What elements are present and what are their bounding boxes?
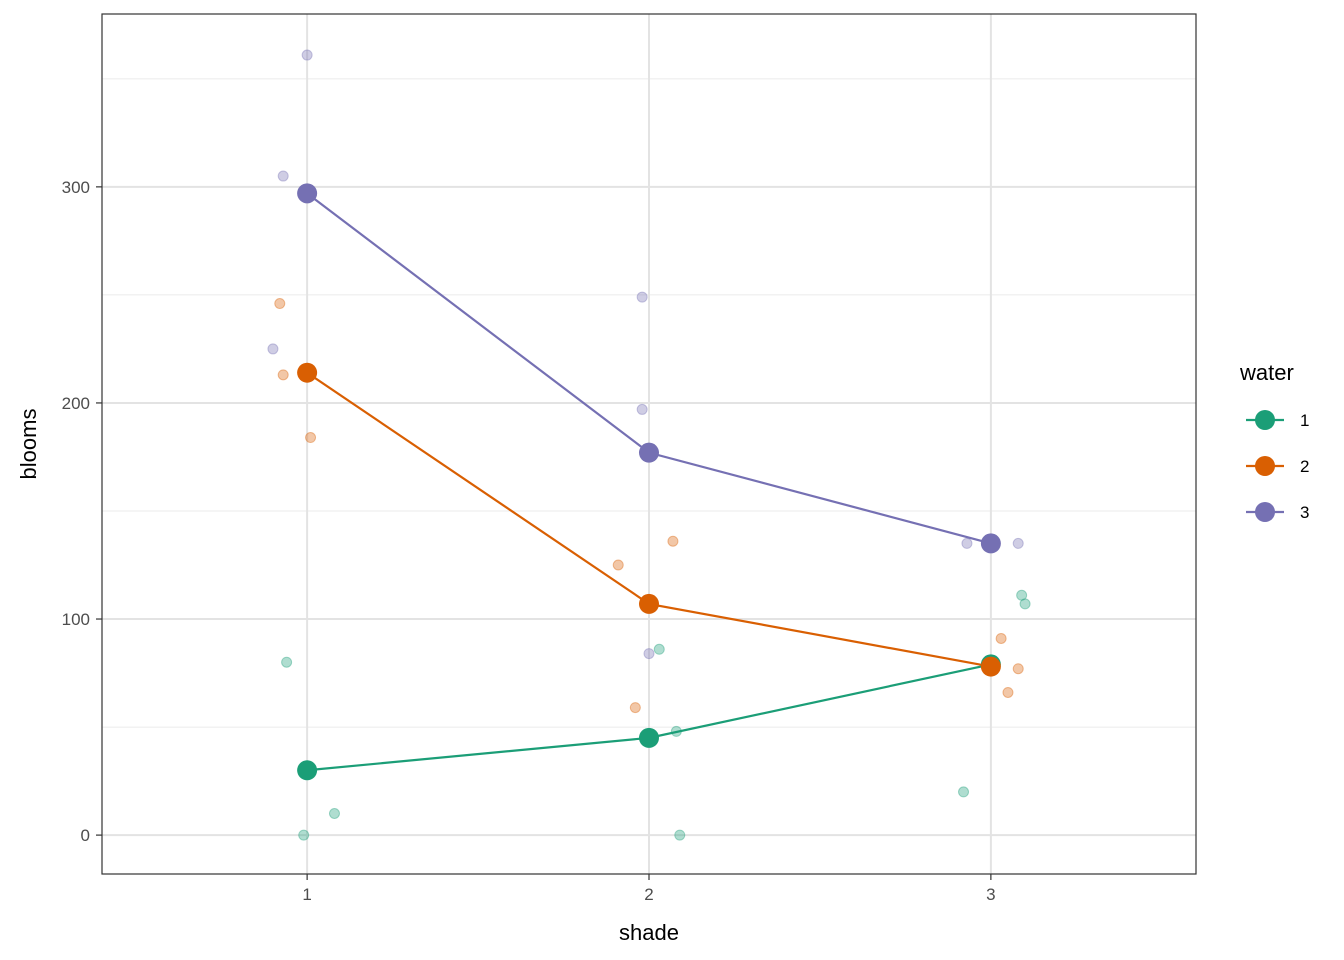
raw-point-water-3 xyxy=(636,403,648,415)
raw-point-water-2 xyxy=(274,298,286,310)
raw-point-water-1 xyxy=(298,829,310,841)
mean-points xyxy=(297,183,1001,781)
legend-key-point-1 xyxy=(1255,410,1275,430)
x-axis-title: shade xyxy=(619,920,679,945)
mean-point-water-3 xyxy=(639,442,659,463)
raw-point-water-2 xyxy=(629,702,641,714)
raw-point-water-3 xyxy=(1012,537,1024,549)
x-tick-label: 2 xyxy=(644,885,653,904)
legend-label-1: 1 xyxy=(1300,411,1309,430)
raw-point-water-2 xyxy=(1002,686,1014,698)
y-tick-label: 300 xyxy=(62,178,90,197)
raw-point-water-2 xyxy=(277,369,289,381)
mean-point-water-1 xyxy=(297,760,318,781)
raw-point-water-2 xyxy=(305,432,317,444)
raw-point-water-1 xyxy=(958,786,970,798)
y-axis: 0 100 200 300 xyxy=(62,178,102,845)
raw-point-water-1 xyxy=(674,829,686,841)
raw-point-water-3 xyxy=(961,537,973,549)
raw-point-water-1 xyxy=(1019,598,1031,610)
x-tick-label: 3 xyxy=(986,885,995,904)
raw-point-water-1 xyxy=(328,807,340,819)
mean-point-water-2 xyxy=(297,362,318,383)
x-axis: 1 2 3 xyxy=(302,874,996,904)
y-tick-label: 200 xyxy=(62,394,90,413)
raw-point-water-3 xyxy=(277,170,289,182)
y-tick-label: 100 xyxy=(62,610,90,629)
legend-key-point-2 xyxy=(1255,456,1275,476)
raw-point-water-1 xyxy=(281,656,293,668)
legend: water 1 2 3 xyxy=(1239,360,1309,522)
raw-point-water-1 xyxy=(1016,589,1028,601)
y-axis-title: blooms xyxy=(16,409,41,480)
legend-key-point-3 xyxy=(1255,502,1275,522)
x-tick-label: 1 xyxy=(302,885,311,904)
y-tick-label: 0 xyxy=(81,826,90,845)
raw-point-water-1 xyxy=(653,643,665,655)
raw-point-water-2 xyxy=(612,559,624,571)
mean-point-water-1 xyxy=(639,727,659,748)
raw-point-water-3 xyxy=(301,49,313,61)
raw-point-water-3 xyxy=(267,343,279,355)
raw-point-water-2 xyxy=(1012,663,1024,675)
legend-label-2: 2 xyxy=(1300,457,1309,476)
mean-point-water-2 xyxy=(980,656,1001,677)
raw-point-water-3 xyxy=(636,291,648,303)
raw-point-water-2 xyxy=(995,632,1007,644)
legend-title: water xyxy=(1239,360,1294,385)
mean-point-water-2 xyxy=(639,593,659,614)
raw-point-water-2 xyxy=(667,535,679,547)
mean-point-water-3 xyxy=(980,533,1001,554)
raw-point-water-3 xyxy=(643,648,655,660)
legend-label-3: 3 xyxy=(1300,503,1309,522)
mean-point-water-3 xyxy=(297,183,318,204)
raw-data-points xyxy=(267,49,1031,841)
